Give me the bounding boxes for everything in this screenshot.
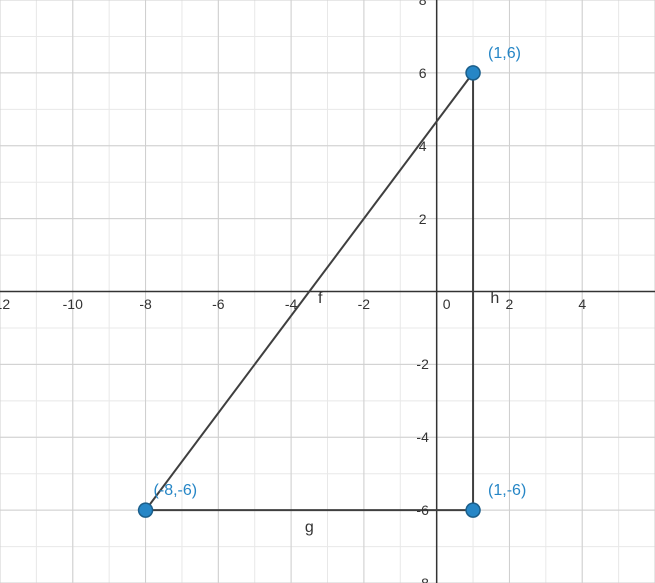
y-tick-label: 6	[419, 65, 427, 81]
side-label: h	[490, 290, 499, 308]
vertex-point	[466, 66, 480, 80]
y-tick-label: 2	[419, 211, 427, 227]
x-tick-label: 4	[578, 296, 586, 312]
x-tick-label: -10	[63, 296, 83, 312]
y-tick-label: 8	[419, 0, 427, 8]
x-tick-label: -2	[358, 296, 370, 312]
plot-svg	[0, 0, 655, 583]
x-tick-label: -6	[212, 296, 224, 312]
x-tick-label: -12	[0, 296, 10, 312]
y-tick-label: -4	[416, 429, 428, 445]
vertex-point	[139, 503, 153, 517]
vertex-label: (1,-6)	[488, 482, 526, 500]
vertex-label: (-8,-6)	[154, 482, 198, 500]
coordinate-plane: -12 -10 -8 -6 -4 -2 0 2 4 -8 -6 -4 -2 2 4 6 8 f g h (1,6) (1,…	[0, 0, 655, 583]
y-tick-label: -8	[416, 575, 428, 583]
x-tick-label: 2	[506, 296, 514, 312]
y-tick-label: -2	[416, 356, 428, 372]
vertex-point	[466, 503, 480, 517]
side-label: g	[305, 519, 314, 537]
x-tick-label: -4	[285, 296, 297, 312]
y-tick-label: -6	[416, 502, 428, 518]
vertex-label: (1,6)	[488, 45, 521, 63]
x-tick-label: 0	[443, 296, 451, 312]
x-tick-label: -8	[139, 296, 151, 312]
y-tick-label: 4	[419, 138, 427, 154]
side-label: f	[318, 290, 322, 308]
